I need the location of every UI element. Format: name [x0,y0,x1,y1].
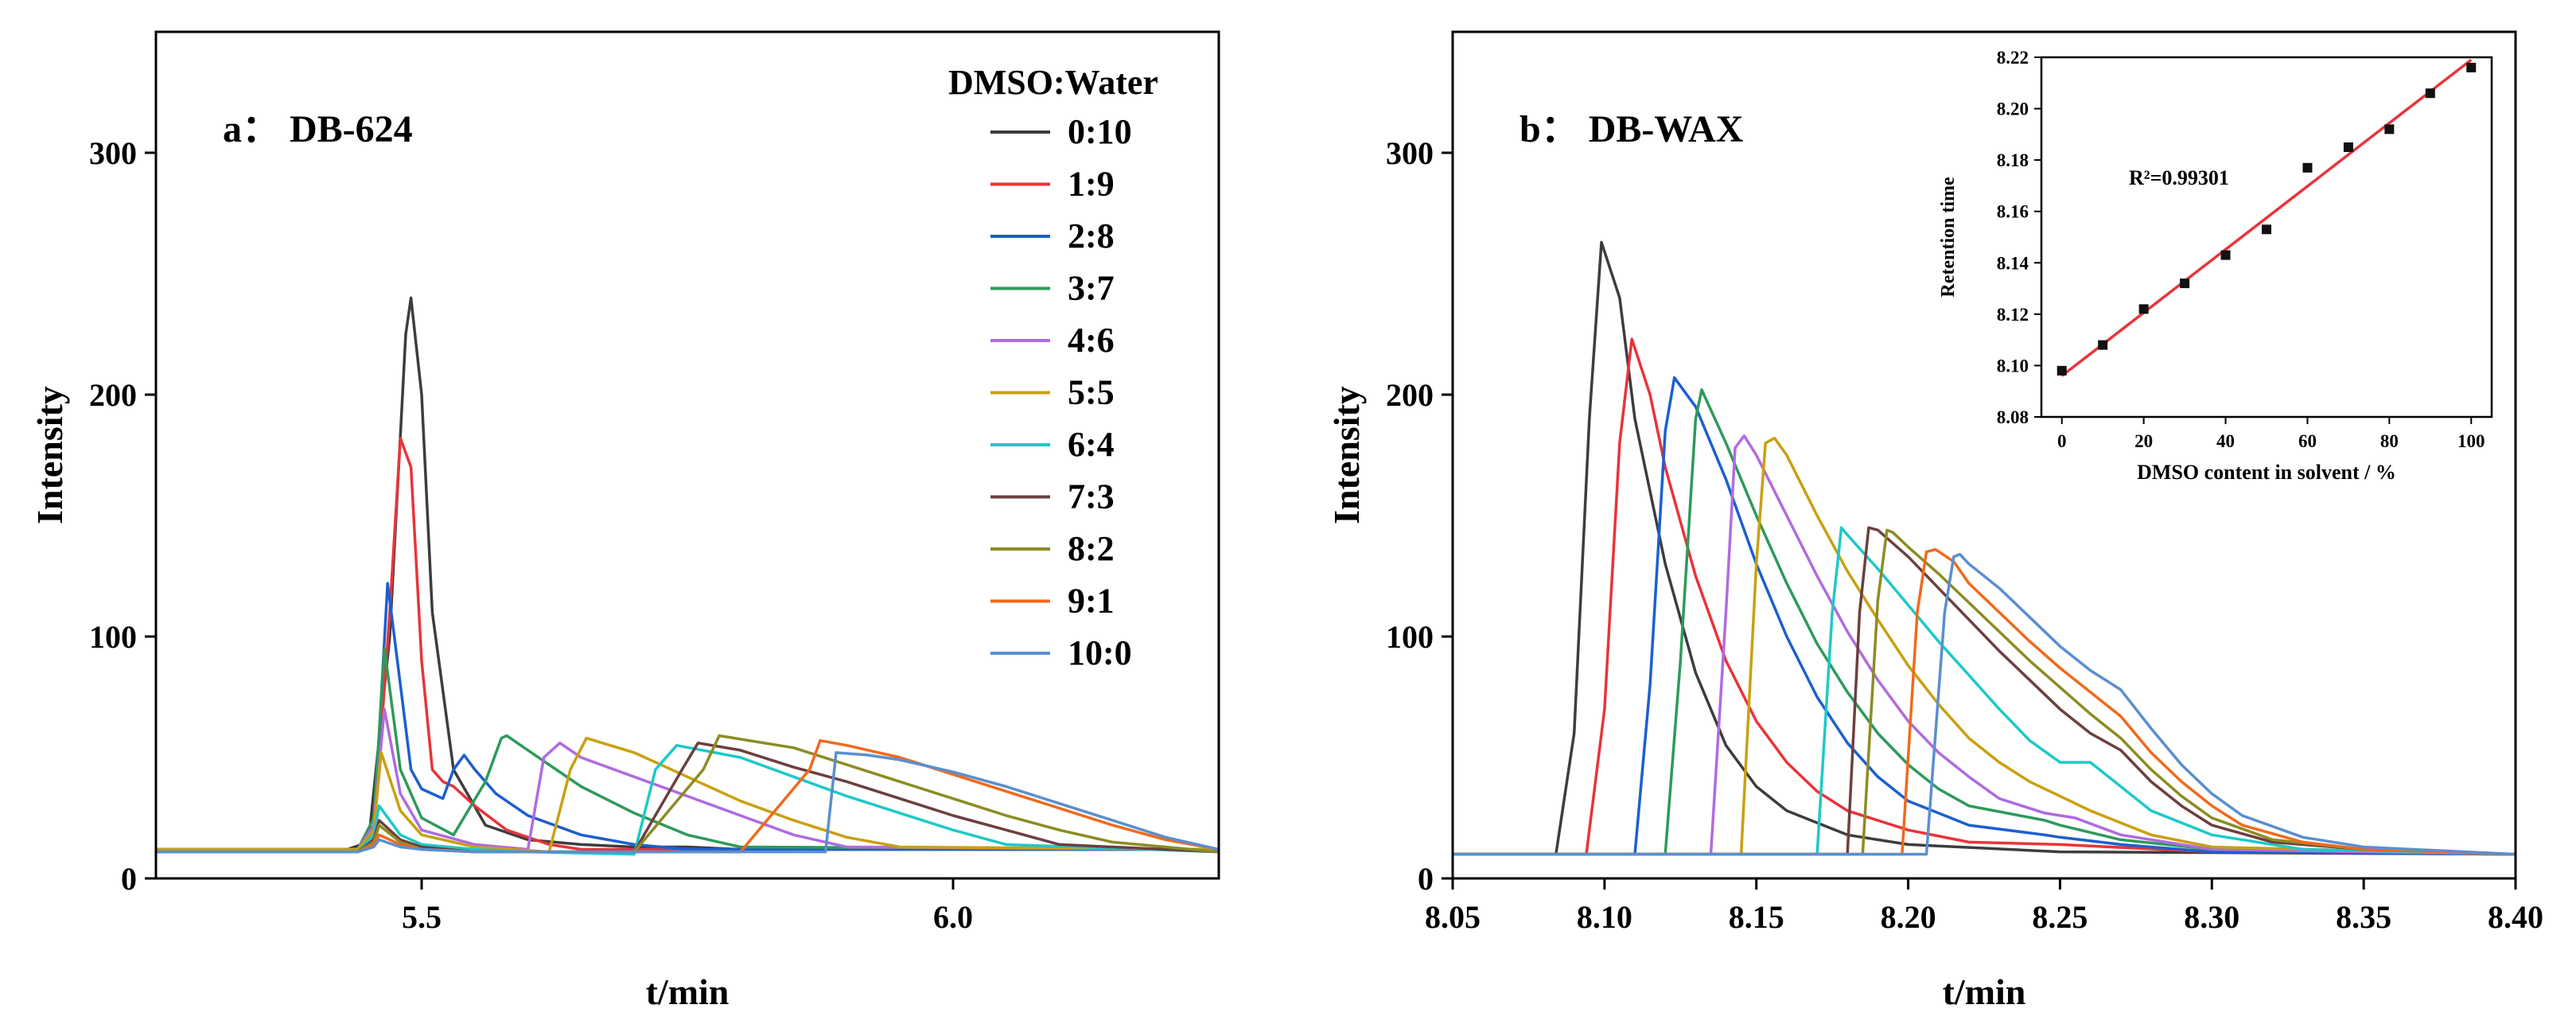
panel-b-xtick-label: 8.40 [2488,899,2543,935]
panel-a-ytick-label: 200 [89,377,137,413]
panel-b-xtick-label: 8.15 [1729,899,1784,935]
panel-b-series-3-7 [1453,388,2516,856]
legend-label-9-1: 9:1 [1068,582,1115,621]
panel-a-ytick-label: 100 [89,619,137,655]
inset-point [2384,124,2395,134]
panel-b-series-0-10 [1453,240,2516,856]
panel-a-series-4-6 [156,707,1220,851]
panel-a-title: a： DB-624 [223,108,413,150]
panel-a-ylabel: Intensity [29,386,70,524]
panel-b-ytick-label: 300 [1386,135,1434,171]
legend-label-1-9: 1:9 [1068,165,1115,204]
panel-a-ytick-label: 300 [89,135,137,171]
legend-label-3-7: 3:7 [1068,269,1115,308]
panel-a-xtick-label: 5.5 [402,899,442,935]
inset-ytick-label: 8.12 [1997,305,2029,325]
inset-point [2220,250,2231,260]
inset-xtick-label: 40 [2216,431,2235,451]
legend-label-2-8: 2:8 [1068,216,1115,255]
inset-point [2343,142,2353,152]
panel-b-plot-frame [1451,30,2517,880]
panel-b-series-8-2 [1453,528,2516,856]
legend-label-5-5: 5:5 [1068,373,1115,412]
panel-b-series-2-8 [1453,376,2516,856]
legend-label-6-4: 6:4 [1068,425,1115,464]
panel-b-xtick-label: 8.25 [2032,899,2088,935]
inset-xtick-label: 20 [2134,431,2153,451]
panel-b-ylabel: Intensity [1326,386,1367,524]
inset-xlabel: DMSO content in solvent / % [2137,461,2396,484]
inset-ytick-label: 8.08 [1997,407,2029,427]
panel-a-series-5-5 [156,736,1220,854]
inset-ytick-label: 8.20 [1997,99,2029,119]
panel-b-series-10-0 [1453,552,2516,856]
panel-b-xtick-label: 8.20 [1881,899,1936,935]
inset-point [2180,278,2190,289]
panel-b-title: b： DB-WAX [1520,108,1744,150]
inset-ytick-label: 8.18 [1997,150,2029,170]
legend-label-8-2: 8:2 [1068,529,1115,568]
panel-b-series-9-1 [1453,547,2516,856]
panel-a-series-0-10 [156,296,1219,851]
legend-label-10-0: 10:0 [1068,633,1132,672]
panel-a-series-8-2 [156,734,1220,854]
inset-xtick-label: 60 [2298,431,2317,451]
inset-annotation: R²=0.99301 [2129,166,2229,189]
inset-point [2302,162,2313,173]
panel-b-series-6-4 [1453,526,2516,856]
panel-b-xtick-label: 8.35 [2336,899,2391,935]
inset-ytick-label: 8.14 [1997,253,2029,273]
panel-b-series-4-6 [1453,434,2516,856]
inset-xtick-label: 100 [2457,431,2485,451]
panel-b-xtick-label: 8.30 [2184,899,2239,935]
inset-point [2466,62,2477,72]
panel-b-xtick-label: 8.10 [1577,899,1632,935]
panel-b-ytick-label: 0 [1418,861,1434,897]
inset-ytick-label: 8.10 [1997,356,2029,376]
legend-label-4-6: 4:6 [1068,321,1115,360]
panel-a-series-9-1 [156,738,1220,854]
panel-a-series-2-8 [156,582,1219,851]
inset-fit-line [2060,58,2473,377]
panel-b-series-1-9 [1453,337,2516,856]
panel-a-series-10-0 [156,751,1220,854]
panel-b-ytick-label: 200 [1386,377,1434,413]
panel-a-series-3-7 [156,647,1220,851]
panel-b-xlabel: t/min [1943,972,2026,1012]
legend-label-7-3: 7:3 [1068,477,1115,516]
panel-a-series-7-3 [156,742,1220,854]
inset-point [2098,340,2108,350]
panel-a-ytick-label: 0 [121,861,137,897]
inset-point [2262,224,2271,235]
inset-ytick-label: 8.16 [1997,202,2029,222]
panel-b-ytick-label: 100 [1386,619,1434,655]
legend-label-0-10: 0:10 [1068,112,1132,151]
panel-a-xlabel: t/min [646,972,730,1012]
inset-ytick-label: 8.22 [1997,48,2029,68]
inset-frame [2040,56,2493,419]
panel-a-series-6-4 [156,744,1220,856]
panel-b-xtick-label: 8.05 [1425,899,1481,935]
panel-b-series-5-5 [1453,436,2516,856]
inset-ylabel: Retention time [1938,177,1959,298]
panel-b-series-7-3 [1453,526,2516,856]
inset-xtick-label: 0 [2057,431,2067,451]
panel-a-xtick-label: 6.0 [933,899,973,935]
inset-point [2138,304,2149,314]
legend-title: DMSO:Water [948,63,1158,102]
panel-a-plot-frame [154,30,1220,880]
inset-point [2057,365,2067,376]
inset-xtick-label: 80 [2380,431,2399,451]
inset-point [2425,88,2435,99]
